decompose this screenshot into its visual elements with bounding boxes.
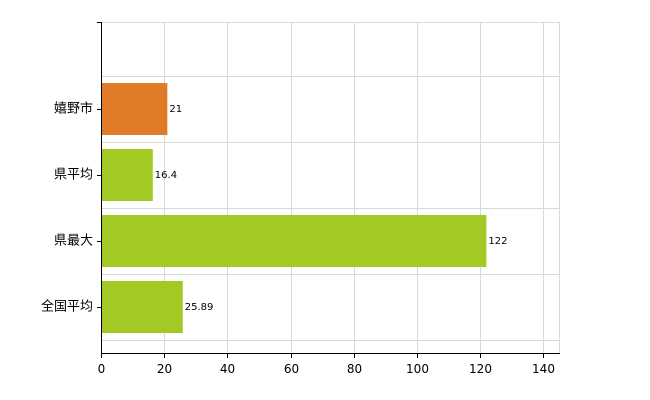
- x-tick-label: 120: [469, 362, 492, 376]
- x-tick-label: 60: [284, 362, 299, 376]
- bar: [102, 281, 183, 333]
- x-tick-label: 80: [347, 362, 362, 376]
- data-label: 122: [488, 236, 507, 247]
- y-tick-label: 県最大: [54, 234, 93, 249]
- x-tick-label: 0: [98, 362, 106, 376]
- x-tick-label: 140: [532, 362, 555, 376]
- y-tick-label: 全国平均: [41, 299, 93, 315]
- y-tick-label: 県平均: [54, 168, 93, 183]
- data-label: 25.89: [185, 302, 214, 313]
- data-label: 21: [169, 104, 182, 115]
- x-tick-label: 40: [220, 362, 235, 376]
- bar: [102, 215, 487, 267]
- data-label: 16.4: [155, 170, 177, 181]
- y-tick-label: 嬉野市: [54, 101, 93, 117]
- bar: [102, 83, 168, 135]
- axes: [97, 22, 560, 358]
- bars: [102, 83, 487, 333]
- labels: 21 嬉野市 16.4 県平均 122 県最大 25.89 全国平均 0 20 40 60 80 100 1…: [41, 101, 555, 377]
- x-tick-label: 20: [157, 362, 172, 376]
- x-tick-label: 100: [406, 362, 429, 376]
- grid: [101, 22, 560, 353]
- bar: [102, 149, 153, 201]
